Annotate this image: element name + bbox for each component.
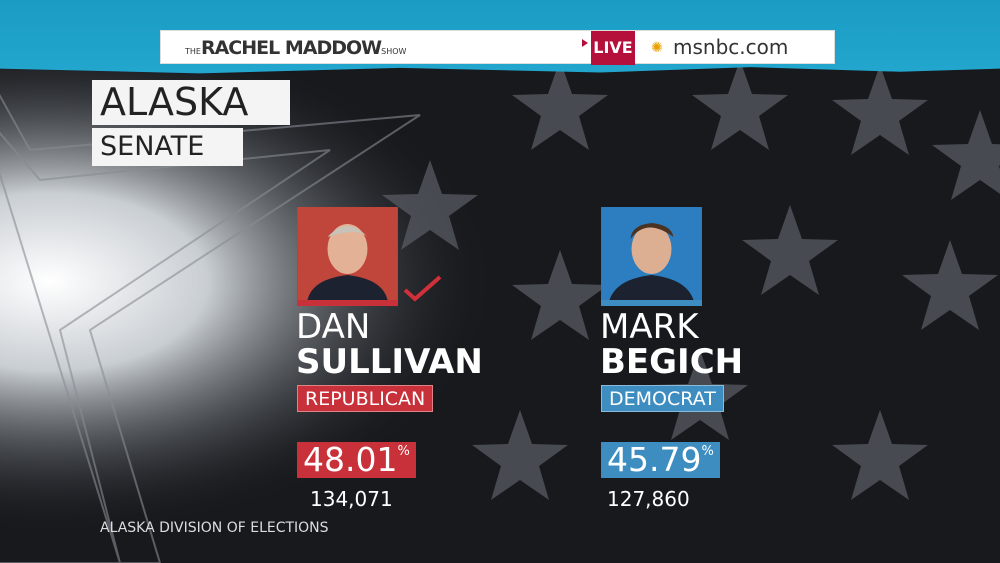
vote-percent-begich: 45.79% (601, 442, 720, 478)
show-the: THE (185, 47, 201, 56)
vote-percent-sullivan: 48.01% (297, 442, 416, 478)
candidate-name-sullivan: DAN SULLIVAN (296, 310, 483, 380)
last-name: BEGICH (600, 342, 744, 382)
winner-checkmark-icon (403, 275, 442, 302)
candidate-photo-sullivan (297, 207, 398, 306)
live-badge: LIVE (591, 31, 635, 65)
play-icon (582, 39, 588, 47)
candidate-name-begich: MARK BEGICH (600, 310, 743, 380)
office-title: SENATE (92, 128, 243, 166)
last-name: SULLIVAN (296, 342, 483, 382)
show-banner: THERACHEL MADDOWSHOW LIVE ✺ msnbc.com (160, 30, 835, 65)
state-title: ALASKA (92, 80, 290, 125)
percent-value: 45.79 (607, 440, 702, 479)
source-credit: ALASKA DIVISION OF ELECTIONS (100, 520, 329, 536)
percent-sign: % (397, 444, 410, 459)
nbc-peacock-icon: ✺ (651, 40, 663, 56)
party-badge-republican: REPUBLICAN (297, 385, 434, 412)
percent-sign: % (701, 444, 714, 459)
candidate-photo-begich (601, 207, 702, 306)
first-name: MARK (600, 307, 699, 347)
site-name: msnbc.com (673, 35, 789, 59)
first-name: DAN (296, 307, 371, 347)
show-logo: THERACHEL MADDOWSHOW (185, 37, 406, 59)
party-badge-democrat: DEMOCRAT (601, 385, 724, 412)
show-name: RACHEL MADDOW (200, 37, 382, 59)
vote-count-begich: 127,860 (607, 487, 690, 511)
show-suffix: SHOW (381, 47, 407, 56)
percent-value: 48.01 (303, 440, 398, 479)
vote-count-sullivan: 134,071 (310, 487, 393, 511)
